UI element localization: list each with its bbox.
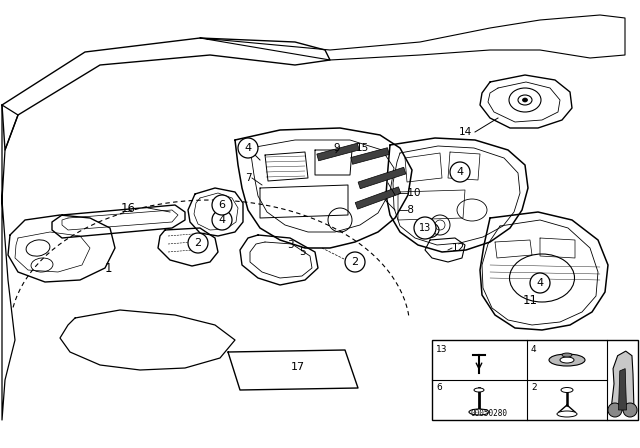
Text: —8: —8 [398, 205, 415, 215]
Ellipse shape [557, 411, 577, 417]
Text: 3: 3 [287, 240, 293, 250]
Text: 6: 6 [218, 200, 225, 210]
Circle shape [238, 138, 258, 158]
Text: 00050280: 00050280 [470, 409, 508, 418]
Text: 13: 13 [419, 223, 431, 233]
Ellipse shape [522, 98, 527, 102]
Polygon shape [355, 187, 401, 209]
Text: 6: 6 [436, 383, 442, 392]
Circle shape [450, 162, 470, 182]
Text: 2: 2 [531, 383, 536, 392]
Circle shape [212, 210, 232, 230]
Circle shape [530, 273, 550, 293]
Circle shape [608, 403, 622, 417]
Circle shape [212, 195, 232, 215]
Ellipse shape [560, 357, 574, 363]
Text: 11: 11 [522, 293, 538, 306]
Polygon shape [611, 351, 634, 410]
Text: 14: 14 [459, 127, 472, 137]
Circle shape [623, 403, 637, 417]
Circle shape [188, 233, 208, 253]
Polygon shape [351, 148, 389, 164]
Text: 16: 16 [120, 202, 136, 215]
Circle shape [345, 252, 365, 272]
Ellipse shape [562, 353, 572, 357]
Bar [432, 340, 638, 420]
Text: 4: 4 [456, 167, 463, 177]
Text: —10: —10 [398, 188, 422, 198]
Text: 7: 7 [245, 173, 252, 183]
Ellipse shape [549, 354, 585, 366]
Polygon shape [618, 369, 627, 410]
Text: 13: 13 [436, 345, 447, 354]
Ellipse shape [474, 388, 484, 392]
Text: 4: 4 [536, 278, 543, 288]
Ellipse shape [469, 409, 489, 415]
Text: 15: 15 [355, 143, 369, 153]
Text: 2: 2 [195, 238, 202, 248]
Text: 4: 4 [218, 215, 225, 225]
Polygon shape [317, 143, 359, 161]
Text: 2: 2 [351, 257, 358, 267]
Circle shape [414, 217, 436, 239]
Text: 5: 5 [299, 247, 305, 257]
Ellipse shape [561, 388, 573, 392]
Text: 4: 4 [244, 143, 252, 153]
Text: 1: 1 [104, 262, 112, 275]
Text: 12: 12 [452, 243, 465, 253]
Text: 9: 9 [333, 143, 340, 153]
Text: 4: 4 [531, 345, 536, 354]
Text: 17: 17 [291, 362, 305, 372]
Polygon shape [358, 167, 406, 189]
